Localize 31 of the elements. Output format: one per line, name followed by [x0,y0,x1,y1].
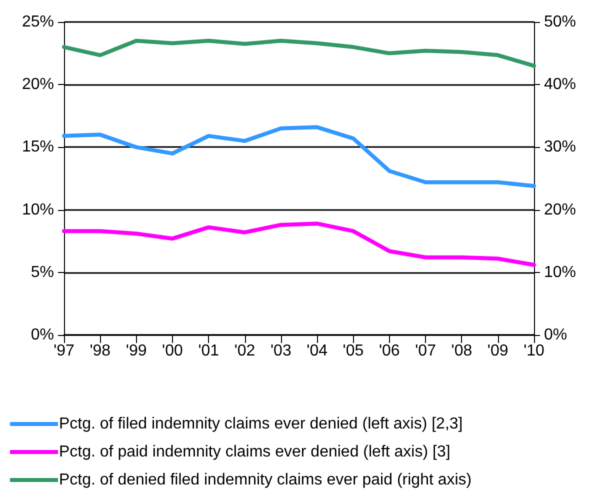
x-tick-label: '05 [342,342,364,360]
y-tick-label: 15% [22,138,54,156]
x-tick-label: '08 [451,342,472,360]
x-tick-label: '00 [162,342,183,360]
x-tick-label: '03 [270,342,292,360]
legend-label: Pctg. of paid indemnity claims ever denied (left axis) [3] [59,444,450,460]
x-tick-label: '01 [198,342,220,360]
x-tick-label: '04 [306,342,328,360]
x-tick-label: '02 [234,342,256,360]
y-tick-label: 10% [22,201,54,218]
x-tick-label: '09 [487,342,508,360]
y-tick-label: 25% [22,14,54,30]
line-series [62,222,536,267]
line-series [62,38,536,68]
y2-tick-label: 30% [544,138,576,156]
y2-tick-label: 10% [544,264,576,281]
y2-tick-label: 50% [544,14,576,30]
x-tick-label: '97 [54,342,75,360]
x-tick-label: '98 [90,342,111,360]
y-tick-label: 0% [30,326,54,344]
x-tick-label: '99 [126,342,147,360]
legend-label: Pctg. of denied filed indemnity claims ever paid (right axis) [59,472,472,488]
y2-tick-label: 40% [544,76,576,94]
y-tick-label: 5% [30,264,54,281]
x-tick-label: '10 [524,342,545,360]
x-tick-label: '06 [378,342,400,360]
legend-label: Pctg. of filed indemnity claims ever denied (left axis) [2,3] [59,416,463,432]
y-tick-label: 20% [22,76,54,94]
y2-tick-label: 0% [544,326,568,344]
y2-tick-label: 20% [544,201,576,218]
x-tick-label: '07 [415,342,436,360]
